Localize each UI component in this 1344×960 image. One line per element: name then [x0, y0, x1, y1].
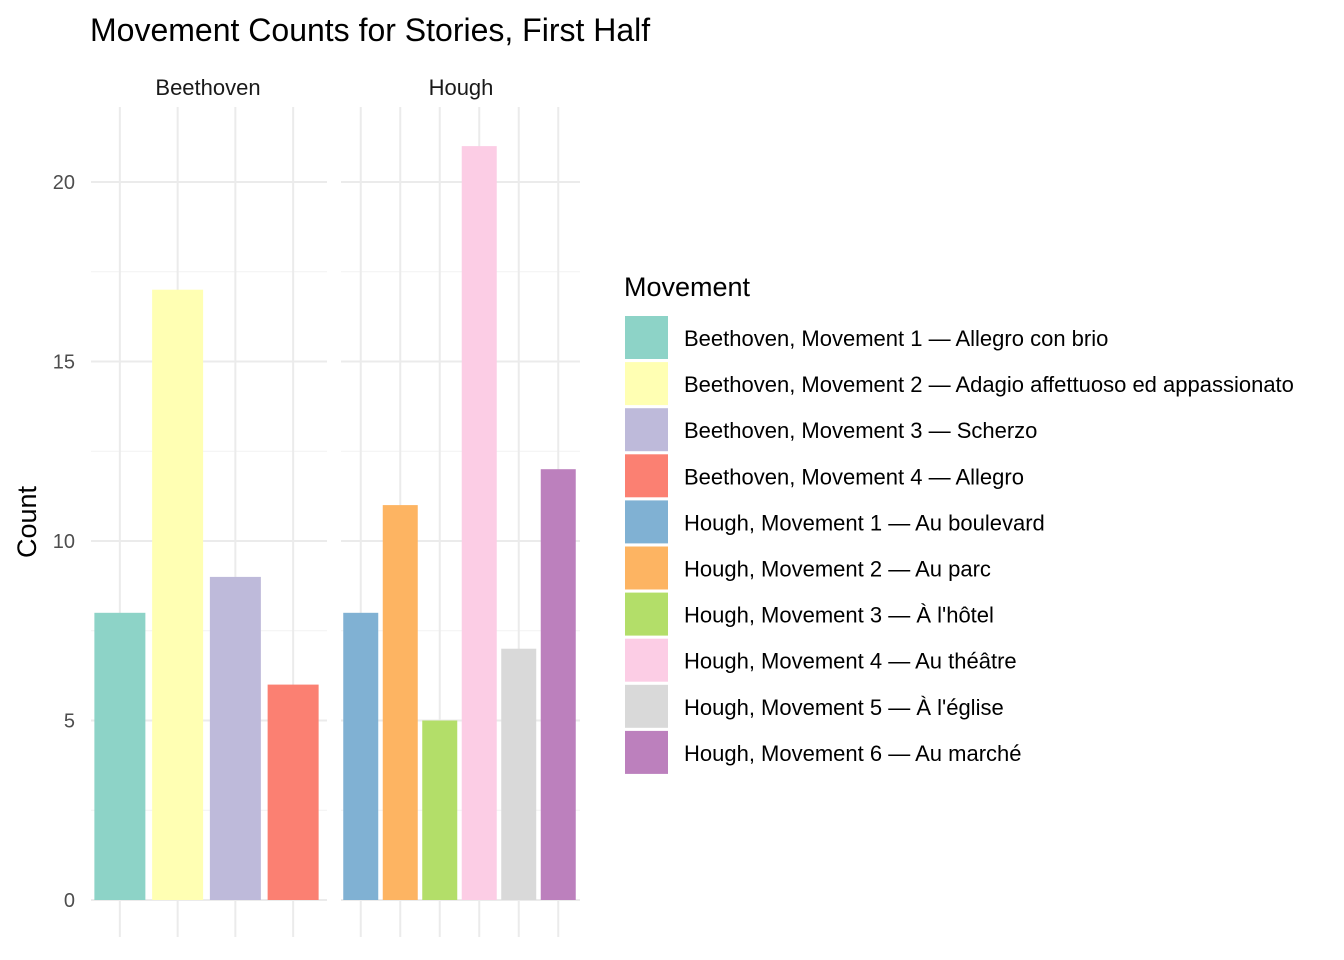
y-tick-label: 5: [64, 711, 75, 733]
bar: [501, 648, 537, 900]
y-axis-label: Count: [12, 485, 42, 558]
chart-title: Movement Counts for Stories, First Half: [90, 12, 650, 48]
bar: [461, 146, 497, 901]
legend-swatch: [625, 500, 668, 544]
legend-swatch: [625, 592, 668, 636]
y-tick-label: 15: [53, 352, 75, 374]
legend-label: Beethoven, Movement 1 — Allegro con brio: [684, 326, 1108, 351]
bar: [343, 612, 379, 900]
legend-title: Movement: [624, 272, 751, 302]
legend-swatch: [625, 684, 668, 728]
bar: [422, 720, 458, 900]
legend-label: Hough, Movement 5 — À l'église: [684, 695, 1004, 720]
bar: [540, 469, 576, 900]
legend-label: Beethoven, Movement 4 — Allegro: [684, 464, 1024, 489]
facet-label: Beethoven: [155, 75, 260, 100]
legend-swatch: [625, 316, 668, 359]
legend-label: Hough, Movement 3 — À l'hôtel: [684, 603, 994, 628]
legend-label: Hough, Movement 6 — Au marché: [684, 741, 1022, 766]
legend-swatch: [625, 408, 668, 452]
legend: Movement Beethoven, Movement 1 — Allegro…: [624, 272, 1294, 774]
y-tick-label: 0: [64, 890, 75, 912]
y-tick-label: 20: [53, 172, 75, 194]
legend-swatch: [625, 362, 668, 406]
legend-swatch: [625, 546, 668, 590]
legend-label: Beethoven, Movement 2 — Adagio affettuos…: [684, 372, 1294, 397]
legend-label: Hough, Movement 2 — Au parc: [684, 557, 991, 582]
bar: [152, 289, 204, 900]
legend-swatch: [625, 454, 668, 498]
bar: [94, 612, 146, 900]
legend-label: Hough, Movement 1 — Au boulevard: [684, 510, 1045, 535]
bar: [267, 684, 319, 900]
facet-label: Hough: [429, 75, 494, 100]
bar: [209, 576, 261, 900]
legend-label: Hough, Movement 4 — Au théâtre: [684, 649, 1017, 674]
y-tick-label: 10: [53, 531, 75, 553]
facets: Beethoven Hough: [91, 75, 580, 937]
legend-label: Beethoven, Movement 3 — Scherzo: [684, 418, 1037, 443]
y-axis-ticks: 0 5 10 15 20: [53, 172, 75, 912]
bar: [382, 505, 418, 900]
facet-panel: Hough: [341, 75, 580, 937]
facet-panel: Beethoven: [91, 75, 327, 937]
legend-swatch: [625, 730, 668, 774]
legend-swatch: [625, 638, 668, 682]
